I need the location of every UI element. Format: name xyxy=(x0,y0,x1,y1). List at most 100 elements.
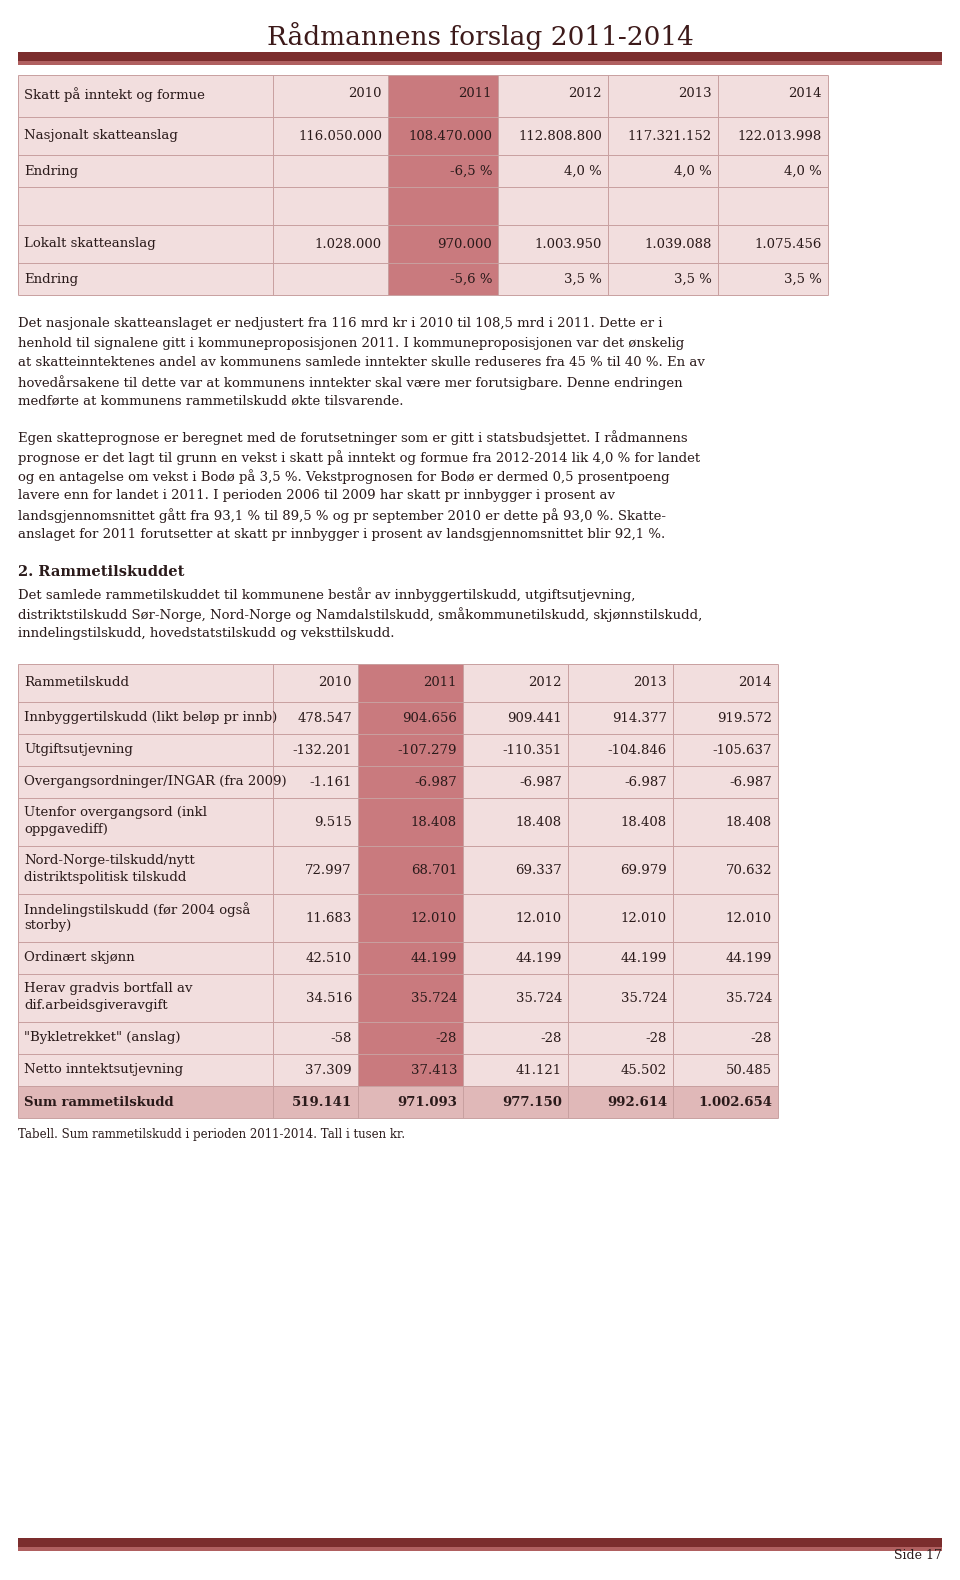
Text: -6.987: -6.987 xyxy=(730,776,772,788)
Bar xyxy=(358,735,463,766)
Text: 44.199: 44.199 xyxy=(726,951,772,964)
Bar xyxy=(568,894,673,942)
Text: Utenfor overgangsord (inkl: Utenfor overgangsord (inkl xyxy=(24,806,207,818)
Text: -28: -28 xyxy=(436,1032,457,1044)
Text: 2011: 2011 xyxy=(423,676,457,689)
Text: 12.010: 12.010 xyxy=(516,912,562,924)
Bar xyxy=(568,702,673,735)
Text: 44.199: 44.199 xyxy=(620,951,667,964)
Text: 4,0 %: 4,0 % xyxy=(564,164,602,177)
Text: 11.683: 11.683 xyxy=(305,912,352,924)
Text: 992.614: 992.614 xyxy=(607,1095,667,1109)
Bar xyxy=(498,74,608,117)
Bar xyxy=(568,1085,673,1119)
Bar xyxy=(273,117,388,155)
Bar xyxy=(18,973,273,1022)
Bar xyxy=(358,894,463,942)
Bar xyxy=(18,62,942,65)
Text: Nasjonalt skatteanslag: Nasjonalt skatteanslag xyxy=(24,130,178,142)
Text: Nord-Norge-tilskudd/nytt: Nord-Norge-tilskudd/nytt xyxy=(24,855,195,867)
Text: 18.408: 18.408 xyxy=(516,815,562,828)
Text: 69.979: 69.979 xyxy=(620,864,667,877)
Text: -1.161: -1.161 xyxy=(309,776,352,788)
Bar xyxy=(273,973,358,1022)
Bar xyxy=(718,117,828,155)
Bar xyxy=(608,224,718,262)
Bar xyxy=(568,942,673,973)
Text: 35.724: 35.724 xyxy=(620,992,667,1005)
Text: 34.516: 34.516 xyxy=(305,992,352,1005)
Bar xyxy=(608,155,718,186)
Bar xyxy=(463,1054,568,1085)
Text: henhold til signalene gitt i kommuneproposisjonen 2011. I kommuneproposisjonen v: henhold til signalene gitt i kommuneprop… xyxy=(18,337,684,349)
Text: -5,6 %: -5,6 % xyxy=(449,272,492,286)
Text: 3,5 %: 3,5 % xyxy=(784,272,822,286)
Text: 1.002.654: 1.002.654 xyxy=(698,1095,772,1109)
Text: 50.485: 50.485 xyxy=(726,1063,772,1076)
Text: 18.408: 18.408 xyxy=(726,815,772,828)
Text: 1.075.456: 1.075.456 xyxy=(755,237,822,251)
Text: 117.321.152: 117.321.152 xyxy=(628,130,712,142)
Text: -28: -28 xyxy=(646,1032,667,1044)
Text: 3,5 %: 3,5 % xyxy=(564,272,602,286)
Text: -6.987: -6.987 xyxy=(624,776,667,788)
Bar xyxy=(18,942,273,973)
Text: 970.000: 970.000 xyxy=(437,237,492,251)
Bar xyxy=(273,1085,358,1119)
Bar xyxy=(273,186,388,224)
Text: 70.632: 70.632 xyxy=(726,864,772,877)
Bar xyxy=(463,894,568,942)
Bar xyxy=(388,155,498,186)
Text: 2011: 2011 xyxy=(459,87,492,100)
Text: "Bykletrekket" (anslag): "Bykletrekket" (anslag) xyxy=(24,1032,180,1044)
Text: 72.997: 72.997 xyxy=(305,864,352,877)
Bar xyxy=(273,702,358,735)
Text: -110.351: -110.351 xyxy=(503,744,562,757)
Bar xyxy=(18,702,273,735)
Bar xyxy=(568,973,673,1022)
Bar xyxy=(358,1022,463,1054)
Bar xyxy=(498,117,608,155)
Text: Herav gradvis bortfall av: Herav gradvis bortfall av xyxy=(24,983,193,995)
Bar xyxy=(498,262,608,295)
Text: 2013: 2013 xyxy=(679,87,712,100)
Bar xyxy=(718,224,828,262)
Text: 44.199: 44.199 xyxy=(411,951,457,964)
Bar xyxy=(358,845,463,894)
Bar xyxy=(18,186,273,224)
Bar xyxy=(608,117,718,155)
Bar xyxy=(273,798,358,845)
Bar xyxy=(673,664,778,702)
Bar xyxy=(18,1054,273,1085)
Text: Overgangsordninger/INGAR (fra 2009): Overgangsordninger/INGAR (fra 2009) xyxy=(24,776,287,788)
Text: 904.656: 904.656 xyxy=(402,711,457,725)
Bar xyxy=(358,766,463,798)
Text: 2014: 2014 xyxy=(788,87,822,100)
Bar xyxy=(568,845,673,894)
Bar xyxy=(673,1054,778,1085)
Bar xyxy=(273,1054,358,1085)
Bar xyxy=(608,262,718,295)
Text: Utgiftsutjevning: Utgiftsutjevning xyxy=(24,744,132,757)
Bar xyxy=(273,262,388,295)
Text: 914.377: 914.377 xyxy=(612,711,667,725)
Text: inndelingstilskudd, hovedstatstilskudd og veksttilskudd.: inndelingstilskudd, hovedstatstilskudd o… xyxy=(18,627,395,640)
Text: anslaget for 2011 forutsetter at skatt pr innbygger i prosent av landsgjennomsni: anslaget for 2011 forutsetter at skatt p… xyxy=(18,528,665,540)
Bar xyxy=(18,894,273,942)
Bar xyxy=(673,766,778,798)
Bar xyxy=(358,664,463,702)
Bar xyxy=(273,735,358,766)
Text: Det nasjonale skatteanslaget er nedjustert fra 116 mrd kr i 2010 til 108,5 mrd i: Det nasjonale skatteanslaget er nedjuste… xyxy=(18,318,662,330)
Bar xyxy=(463,973,568,1022)
Text: storby): storby) xyxy=(24,920,71,932)
Text: Ordinært skjønn: Ordinært skjønn xyxy=(24,951,134,964)
Text: 1.039.088: 1.039.088 xyxy=(644,237,712,251)
Bar xyxy=(568,735,673,766)
Text: 35.724: 35.724 xyxy=(411,992,457,1005)
Bar xyxy=(358,1054,463,1085)
Bar xyxy=(568,766,673,798)
Bar xyxy=(273,1022,358,1054)
Bar xyxy=(18,1022,273,1054)
Bar xyxy=(673,973,778,1022)
Bar xyxy=(463,845,568,894)
